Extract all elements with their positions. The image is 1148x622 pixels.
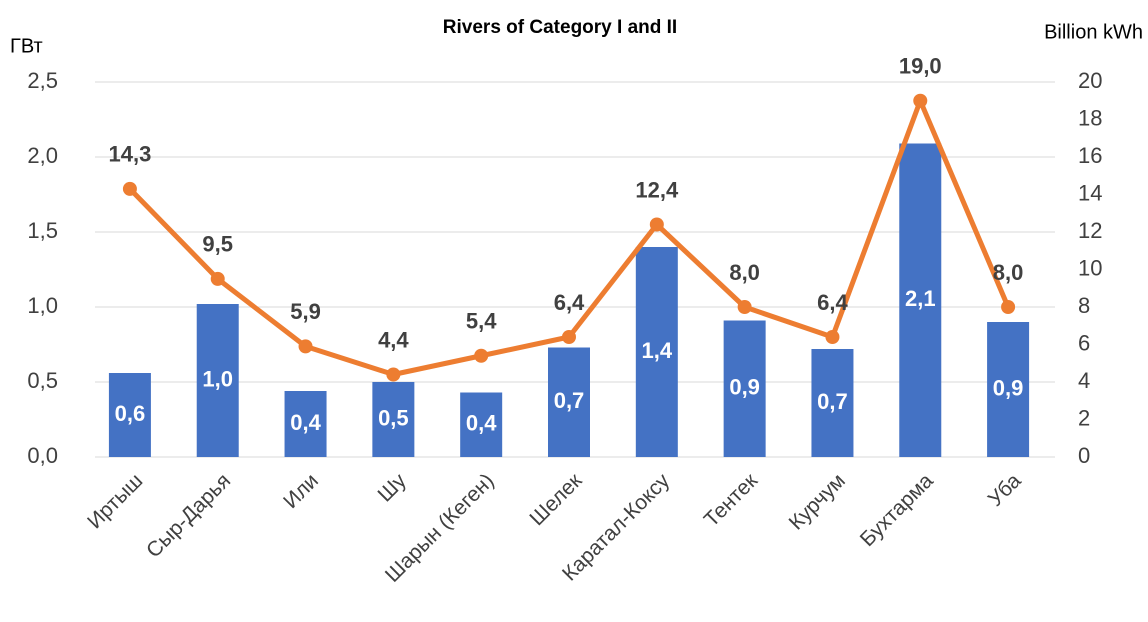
bar-value-label: 0,9 [729, 375, 760, 400]
bar [899, 143, 942, 457]
x-tick-label: Тентек [700, 469, 763, 532]
line-marker [386, 367, 401, 382]
y2-tick-label: 6 [1078, 330, 1090, 355]
bar-value-label: 0,7 [817, 389, 848, 414]
bar [811, 349, 854, 457]
bar [372, 382, 415, 457]
bar [987, 322, 1030, 457]
line-marker [122, 181, 137, 196]
y2-tick-label: 8 [1078, 293, 1090, 318]
y2-tick-label: 2 [1078, 405, 1090, 430]
y2-tick-label: 0 [1078, 443, 1090, 468]
x-tick-label: Бухтарма [856, 469, 938, 551]
bar-value-label: 1,4 [642, 338, 673, 363]
bar [548, 347, 590, 457]
y2-tick-label: 4 [1078, 368, 1090, 393]
line-value-label: 6,4 [817, 290, 848, 315]
bar [635, 247, 678, 457]
line-value-label: 19,0 [899, 54, 942, 79]
line-marker [298, 339, 313, 354]
line-value-label: 8,0 [729, 260, 760, 285]
bar [284, 391, 327, 457]
bar-value-label: 1,0 [202, 366, 233, 391]
line-marker [825, 330, 840, 344]
line-marker [649, 217, 664, 232]
bar-value-label: 0,5 [378, 405, 409, 430]
chart-title: Rivers of Category I and II [443, 17, 677, 38]
bar-value-label: 0,6 [115, 401, 146, 426]
y-axis-label: ГВт [10, 35, 43, 57]
y2-tick-label: 12 [1078, 218, 1102, 243]
x-tick-label: Или [279, 469, 323, 513]
y-tick-label: 0,5 [27, 368, 58, 393]
bar-value-label: 0,4 [466, 411, 497, 436]
bar [196, 304, 239, 457]
line-value-label: 12,4 [635, 177, 679, 202]
x-tick-label: Шелек [525, 469, 587, 531]
line-marker [474, 348, 489, 363]
bar [108, 373, 151, 457]
line-marker [562, 330, 576, 344]
bar [460, 392, 503, 457]
line-value-label: 9,5 [202, 232, 233, 257]
x-tick-label: Иртыш [83, 469, 147, 533]
bar [723, 320, 766, 457]
line-marker [913, 93, 928, 108]
line-marker [210, 271, 225, 286]
y2-tick-label: 10 [1078, 255, 1102, 280]
x-tick-label: Курчум [785, 469, 850, 534]
line-value-label: 14,3 [108, 142, 151, 167]
y-tick-label: 1,5 [27, 218, 58, 243]
line-marker [737, 300, 752, 314]
y2-axis-label: Billion kWh [1044, 21, 1143, 43]
x-tick-label: Шу [374, 469, 412, 507]
line-value-label: 8,0 [993, 260, 1024, 285]
y-tick-label: 1,0 [27, 293, 58, 318]
y-tick-label: 0,0 [27, 443, 58, 468]
line-marker [1001, 300, 1016, 314]
y-tick-label: 2,0 [27, 143, 58, 168]
line-value-label: 5,9 [290, 299, 321, 324]
x-tick-label: Уба [984, 469, 1026, 511]
bar-value-label: 2,1 [905, 286, 936, 311]
line-value-label: 6,4 [554, 290, 585, 315]
y2-tick-label: 14 [1078, 180, 1102, 205]
y2-tick-label: 20 [1078, 68, 1102, 93]
bar-value-label: 0,4 [290, 410, 321, 435]
line-value-label: 4,4 [378, 327, 409, 352]
x-tick-label: Сыр-Дарья [142, 469, 235, 562]
bar-value-label: 0,9 [993, 375, 1024, 400]
y2-tick-label: 18 [1078, 105, 1102, 130]
line-value-label: 5,4 [466, 309, 497, 334]
bar-value-label: 0,7 [554, 388, 585, 413]
y2-tick-label: 16 [1078, 143, 1102, 168]
y-tick-label: 2,5 [27, 68, 58, 93]
